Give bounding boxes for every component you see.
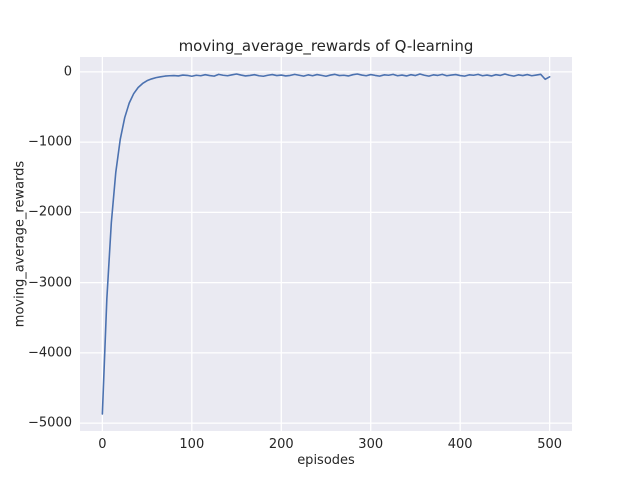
x-tick-label: 100 (179, 437, 205, 452)
x-tick-label: 300 (358, 437, 384, 452)
plot-area (80, 57, 572, 431)
y-tick-label: −3000 (28, 275, 72, 291)
y-tick-label: −1000 (28, 134, 72, 150)
line-series (101, 73, 551, 415)
y-tick-label: −5000 (28, 415, 72, 431)
x-tick-label: 0 (98, 437, 107, 452)
chart-title: moving_average_rewards of Q-learning (178, 37, 474, 55)
y-tick-label: 0 (63, 64, 72, 80)
y-tick-label: −2000 (28, 204, 72, 220)
x-tick-label: 500 (537, 437, 563, 452)
line-chart (80, 57, 572, 431)
x-tick-label: 200 (268, 437, 294, 452)
y-tick-label: −4000 (28, 345, 72, 361)
y-axis-label: moving_average_rewards (12, 160, 28, 328)
x-tick-label: 400 (447, 437, 473, 452)
x-axis-label: episodes (297, 453, 355, 468)
